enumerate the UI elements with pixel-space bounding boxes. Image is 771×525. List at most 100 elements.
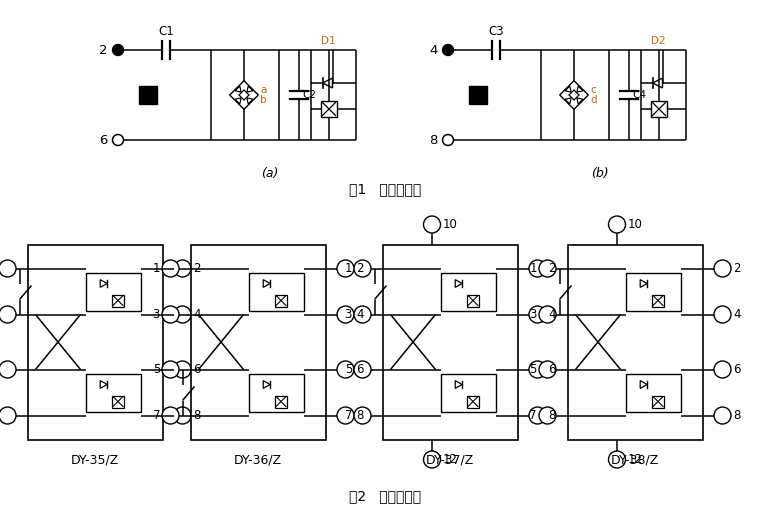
Circle shape: [337, 306, 354, 323]
Text: 2: 2: [193, 262, 200, 275]
Text: 6: 6: [548, 363, 555, 376]
Circle shape: [174, 407, 191, 424]
Circle shape: [162, 361, 179, 378]
Circle shape: [539, 306, 556, 323]
Text: (b): (b): [591, 167, 609, 180]
Text: 4: 4: [548, 308, 555, 321]
Circle shape: [113, 45, 123, 56]
Text: 8: 8: [733, 409, 740, 422]
Bar: [112, 295, 124, 307]
Text: c: c: [591, 85, 596, 95]
Circle shape: [423, 451, 440, 468]
Bar: [625, 272, 681, 310]
Bar: [382, 245, 517, 439]
Text: 5: 5: [530, 363, 537, 376]
Circle shape: [423, 216, 440, 233]
Text: C2: C2: [302, 90, 316, 100]
Circle shape: [0, 361, 16, 378]
Text: DY-36/Z: DY-36/Z: [234, 454, 282, 467]
Circle shape: [714, 361, 731, 378]
Text: (a): (a): [261, 167, 278, 180]
Text: D2: D2: [651, 36, 665, 46]
Text: C4: C4: [632, 90, 646, 100]
Bar: [567, 245, 702, 439]
Text: 10: 10: [628, 218, 642, 231]
Circle shape: [113, 134, 123, 145]
Circle shape: [337, 407, 354, 424]
Circle shape: [162, 306, 179, 323]
Circle shape: [714, 306, 731, 323]
Text: 图1   内部接线图: 图1 内部接线图: [348, 182, 421, 196]
Text: 7: 7: [530, 409, 537, 422]
Circle shape: [354, 361, 371, 378]
Text: 5: 5: [345, 363, 352, 376]
Text: 图2   端子接线图: 图2 端子接线图: [349, 489, 421, 503]
Text: 2: 2: [548, 262, 555, 275]
Bar: [248, 373, 304, 412]
Text: 3: 3: [345, 308, 352, 321]
Text: 8: 8: [548, 409, 555, 422]
Text: 5: 5: [153, 363, 160, 376]
Text: 12: 12: [443, 453, 457, 466]
Text: 4: 4: [193, 308, 200, 321]
Text: DY-38/Z: DY-38/Z: [611, 454, 659, 467]
Circle shape: [539, 407, 556, 424]
Text: a: a: [261, 85, 267, 95]
Bar: [469, 86, 487, 104]
Text: DY-37/Z: DY-37/Z: [426, 454, 474, 467]
Circle shape: [174, 306, 191, 323]
Text: 6: 6: [733, 363, 740, 376]
Bar: [467, 395, 479, 407]
Bar: [275, 395, 287, 407]
Text: 4: 4: [429, 44, 438, 57]
Text: C3: C3: [488, 25, 503, 38]
Bar: [651, 101, 667, 117]
Circle shape: [443, 45, 453, 56]
Bar: [248, 272, 304, 310]
Circle shape: [608, 451, 625, 468]
Text: 2: 2: [356, 262, 363, 275]
Text: 3: 3: [530, 308, 537, 321]
Circle shape: [0, 407, 16, 424]
Text: D1: D1: [321, 36, 335, 46]
Circle shape: [354, 260, 371, 277]
Text: 7: 7: [345, 409, 352, 422]
Circle shape: [714, 260, 731, 277]
Circle shape: [714, 407, 731, 424]
Text: 12: 12: [628, 453, 642, 466]
Text: b: b: [261, 95, 267, 105]
Text: 1: 1: [345, 262, 352, 275]
Text: 6: 6: [99, 133, 108, 146]
Bar: [440, 272, 496, 310]
Text: 8: 8: [429, 133, 438, 146]
Circle shape: [529, 306, 546, 323]
Text: 3: 3: [153, 308, 160, 321]
Text: d: d: [591, 95, 597, 105]
Circle shape: [529, 361, 546, 378]
Bar: [440, 373, 496, 412]
Circle shape: [608, 216, 625, 233]
Circle shape: [443, 134, 453, 145]
Text: 2: 2: [733, 262, 740, 275]
Circle shape: [539, 260, 556, 277]
Text: 6: 6: [356, 363, 363, 376]
Circle shape: [174, 361, 191, 378]
Bar: [139, 86, 157, 104]
Circle shape: [354, 407, 371, 424]
Circle shape: [354, 306, 371, 323]
Circle shape: [174, 260, 191, 277]
Bar: [86, 272, 140, 310]
Circle shape: [539, 361, 556, 378]
Bar: [652, 395, 664, 407]
Circle shape: [529, 260, 546, 277]
Text: 1: 1: [153, 262, 160, 275]
Circle shape: [529, 407, 546, 424]
Circle shape: [0, 306, 16, 323]
Circle shape: [337, 361, 354, 378]
Text: 4: 4: [356, 308, 363, 321]
Text: 8: 8: [356, 409, 363, 422]
Text: 1: 1: [530, 262, 537, 275]
Text: 10: 10: [443, 218, 457, 231]
Text: 4: 4: [733, 308, 740, 321]
Text: 2: 2: [99, 44, 108, 57]
